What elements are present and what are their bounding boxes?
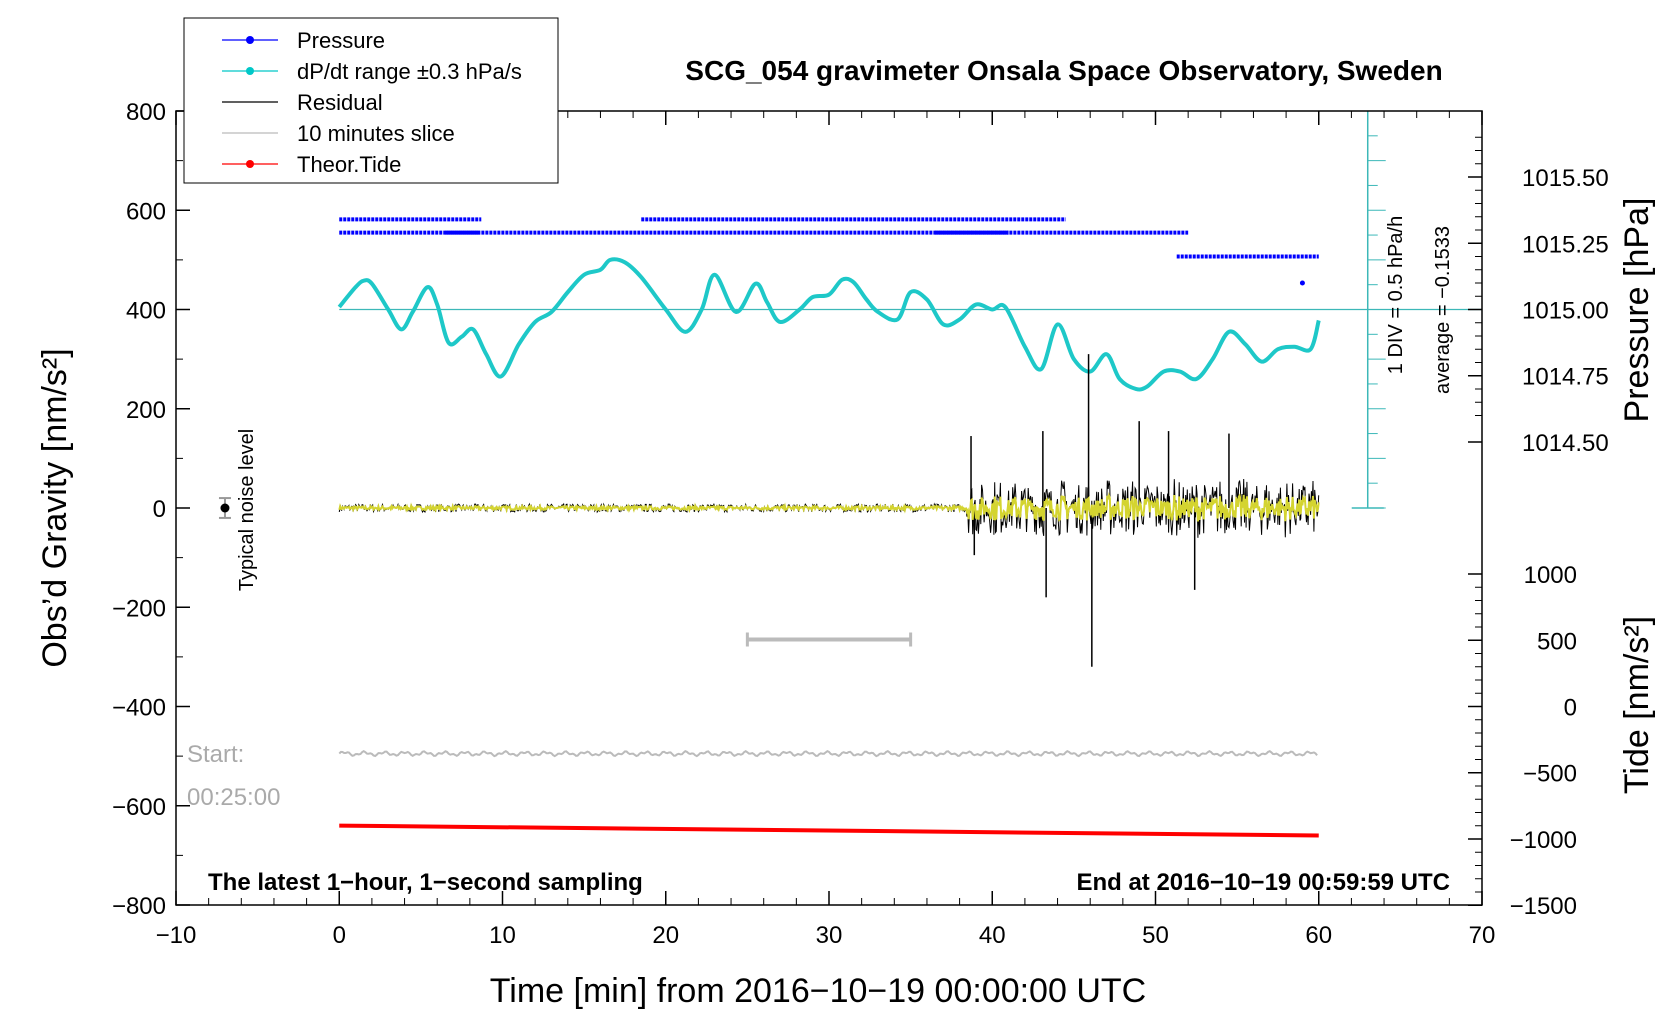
y-tick-label: 0 (153, 496, 166, 523)
x-tick-label: 10 (489, 922, 516, 949)
pressure-tick-label: 1015.50 (1522, 165, 1609, 192)
legend: Pressure dP/dt range ±0.3 hPa/s Residual 10… (183, 17, 559, 184)
dpdt-series-line (337, 257, 1321, 392)
pressure-tick-label: 1014.75 (1522, 364, 1609, 391)
y-tick-label: 600 (126, 198, 166, 225)
legend-marker (246, 67, 254, 75)
noise-marker (220, 503, 230, 513)
legend-box (183, 17, 559, 184)
annotation-right: End at 2016−10−19 00:59:59 UTC (1076, 869, 1450, 896)
x-tick-label: 50 (1142, 922, 1169, 949)
annotation-left: The latest 1−hour, 1−second sampling (208, 869, 643, 896)
legend-marker (246, 160, 254, 168)
tide-series-line (339, 823, 1319, 838)
y-tick-label: 200 (126, 397, 166, 424)
y-axis-label-left: Obs’d Gravity [nm/s²] (36, 348, 74, 667)
y-tick-label: −600 (112, 794, 166, 821)
x-tick-label: 20 (652, 922, 679, 949)
tide-tick-label: −1500 (1510, 893, 1577, 920)
x-tick-label: 40 (979, 922, 1006, 949)
x-tick-label: −10 (156, 922, 197, 949)
legend-label: Residual (297, 90, 383, 115)
x-tick-label: 30 (816, 922, 843, 949)
plot-content (218, 110, 1482, 838)
y-axis-label-pressure: Pressure [hPa] (1618, 198, 1656, 423)
y-axis-label-tide: Tide [nm/s²] (1618, 616, 1656, 794)
noise-level-label: Typical noise level (236, 429, 258, 591)
y-tick-label: −800 (112, 893, 166, 920)
axes: −10 0 10 20 30 40 50 60 70 800 600 400 200 0 −200 −400 −… (112, 99, 1609, 949)
x-tick-label: 0 (333, 922, 346, 949)
legend-label: Theor.Tide (297, 152, 401, 177)
x-tick-label: 70 (1469, 922, 1496, 949)
tide-tick-label: 500 (1537, 628, 1577, 655)
tide-tick-label: 0 (1564, 695, 1577, 722)
chart-title: SCG_054 gravimeter Onsala Space Observat… (685, 55, 1442, 86)
tide-tick-label: −1000 (1510, 827, 1577, 854)
legend-label: dP/dt range ±0.3 hPa/s (297, 59, 522, 84)
x-tick-label: 60 (1305, 922, 1332, 949)
scale-div-label: 1 DIV = 0.5 hPa/h (1385, 216, 1407, 374)
y-tick-label: 800 (126, 99, 166, 126)
legend-marker (246, 36, 254, 44)
pressure-point (1299, 280, 1305, 286)
tide-tick-label: 1000 (1524, 562, 1577, 589)
pressure-tick-label: 1014.50 (1522, 430, 1609, 457)
y-tick-label: −400 (112, 695, 166, 722)
pressure-tick-label: 1015.25 (1522, 231, 1609, 258)
legend-label: Pressure (297, 28, 385, 53)
y-tick-label: −200 (112, 595, 166, 622)
slice-start-label: Start: (187, 741, 244, 768)
slice-series-line (338, 750, 1318, 758)
tide-tick-label: −500 (1523, 761, 1577, 788)
legend-items: Pressure dP/dt range ±0.3 hPa/s Residual 10… (222, 28, 522, 177)
y-tick-label: 400 (126, 298, 166, 325)
pressure-tick-label: 1015.00 (1522, 298, 1609, 325)
legend-label: 10 minutes slice (297, 121, 455, 146)
slice-start-time: 00:25:00 (187, 784, 280, 811)
filtered-residual-line (338, 492, 1320, 522)
x-axis-label: Time [min] from 2016−10−19 00:00:00 UTC (490, 972, 1146, 1010)
scale-average-label: average = −0.1533 (1432, 226, 1454, 394)
